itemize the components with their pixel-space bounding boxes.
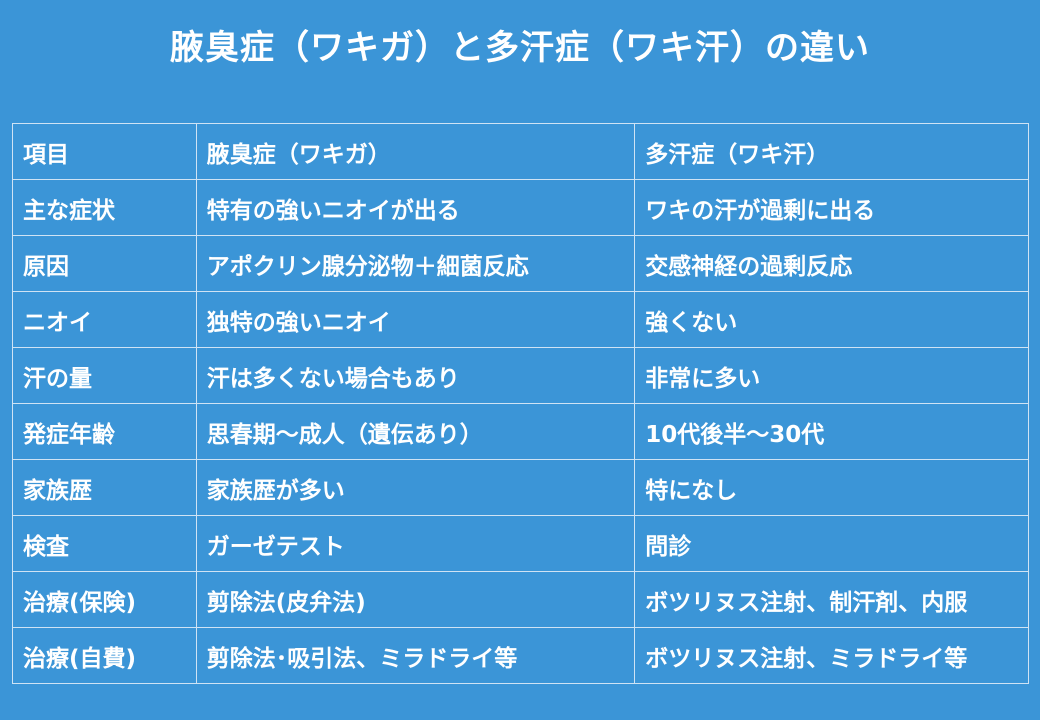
- table-row: 原因 アポクリン腺分泌物＋細菌反応 交感神経の過剰反応: [12, 235, 1029, 292]
- table-cell: 家族歴が多い: [195, 459, 636, 516]
- row-label-cell: 主な症状: [12, 179, 197, 236]
- row-label-cell: 発症年齢: [12, 403, 197, 460]
- comparison-table: 項目 腋臭症（ワキガ） 多汗症（ワキ汗） 主な症状 特有の強いニオイが出る ワキの汗…: [12, 123, 1029, 684]
- header-cell: 項目: [12, 123, 197, 180]
- table-row: 検査 ガーゼテスト 問診: [12, 515, 1029, 572]
- row-label-cell: 汗の量: [12, 347, 197, 404]
- table-cell: 剪除法(皮弁法): [195, 571, 636, 628]
- row-label-cell: 治療(自費): [12, 627, 197, 684]
- table-cell: 問診: [634, 515, 1029, 572]
- slide-title: 腋臭症（ワキガ）と多汗症（ワキ汗）の違い: [170, 28, 870, 68]
- row-label-cell: 原因: [12, 235, 197, 292]
- table-row: 主な症状 特有の強いニオイが出る ワキの汗が過剰に出る: [12, 179, 1029, 236]
- table-row: 治療(保険) 剪除法(皮弁法) ボツリヌス注射、制汗剤、内服: [12, 571, 1029, 628]
- row-label-cell: 家族歴: [12, 459, 197, 516]
- table-row: ニオイ 独特の強いニオイ 強くない: [12, 291, 1029, 348]
- table-cell: 汗は多くない場合もあり: [195, 347, 636, 404]
- table-cell: 思春期～成人（遺伝あり）: [195, 403, 636, 460]
- table-cell: 特になし: [634, 459, 1029, 516]
- table-cell: 独特の強いニオイ: [195, 291, 636, 348]
- table-row: 発症年齢 思春期～成人（遺伝あり） 10代後半～30代: [12, 403, 1029, 460]
- table-cell: 10代後半～30代: [634, 403, 1029, 460]
- table-row: 汗の量 汗は多くない場合もあり 非常に多い: [12, 347, 1029, 404]
- table-row: 家族歴 家族歴が多い 特になし: [12, 459, 1029, 516]
- header-cell: 腋臭症（ワキガ）: [195, 123, 636, 180]
- table-cell: 強くない: [634, 291, 1029, 348]
- table-cell: ワキの汗が過剰に出る: [634, 179, 1029, 236]
- table-cell: ボツリヌス注射、制汗剤、内服: [634, 571, 1029, 628]
- row-label-cell: 検査: [12, 515, 197, 572]
- table-row: 治療(自費) 剪除法･吸引法、ミラドライ等 ボツリヌス注射、ミラドライ等: [12, 627, 1029, 684]
- table-cell: ガーゼテスト: [195, 515, 636, 572]
- table-cell: ボツリヌス注射、ミラドライ等: [634, 627, 1029, 684]
- table-cell: 非常に多い: [634, 347, 1029, 404]
- table-cell: 剪除法･吸引法、ミラドライ等: [195, 627, 636, 684]
- header-cell: 多汗症（ワキ汗）: [634, 123, 1029, 180]
- row-label-cell: 治療(保険): [12, 571, 197, 628]
- table-cell: アポクリン腺分泌物＋細菌反応: [195, 235, 636, 292]
- table-cell: 交感神経の過剰反応: [634, 235, 1029, 292]
- row-label-cell: ニオイ: [12, 291, 197, 348]
- table-header-row: 項目 腋臭症（ワキガ） 多汗症（ワキ汗）: [12, 123, 1029, 180]
- table-cell: 特有の強いニオイが出る: [195, 179, 636, 236]
